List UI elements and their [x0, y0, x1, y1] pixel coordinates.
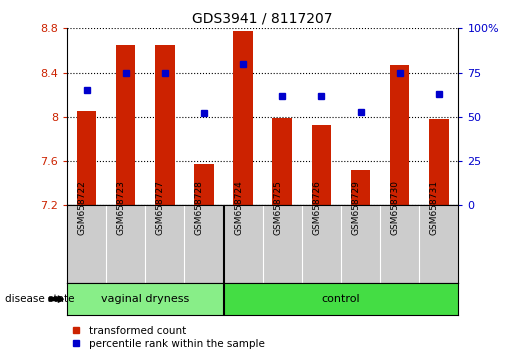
Bar [67, 283, 224, 315]
Text: GSM658728: GSM658728 [195, 180, 204, 235]
Text: GSM658723: GSM658723 [117, 180, 126, 235]
Text: GSM658726: GSM658726 [313, 180, 321, 235]
Bar [224, 283, 458, 315]
Text: control: control [321, 294, 360, 304]
Text: GSM658730: GSM658730 [391, 180, 400, 235]
Bar [351, 170, 370, 205]
Text: vaginal dryness: vaginal dryness [101, 294, 190, 304]
Bar [272, 118, 292, 205]
Bar [390, 65, 409, 205]
Text: disease state: disease state [5, 294, 75, 304]
Bar [116, 45, 135, 205]
Text: GSM658724: GSM658724 [234, 180, 243, 235]
Bar [194, 164, 214, 205]
Legend: transformed count, percentile rank within the sample: transformed count, percentile rank withi… [72, 326, 265, 349]
Bar [155, 45, 175, 205]
Bar [312, 125, 331, 205]
Bar [233, 30, 253, 205]
Text: GSM658722: GSM658722 [78, 180, 87, 235]
Text: GSM658725: GSM658725 [273, 180, 282, 235]
Text: GSM658729: GSM658729 [352, 180, 360, 235]
Bar [77, 111, 96, 205]
Text: GSM658731: GSM658731 [430, 180, 439, 235]
Text: GSM658727: GSM658727 [156, 180, 165, 235]
Bar [429, 119, 449, 205]
Title: GDS3941 / 8117207: GDS3941 / 8117207 [193, 12, 333, 26]
